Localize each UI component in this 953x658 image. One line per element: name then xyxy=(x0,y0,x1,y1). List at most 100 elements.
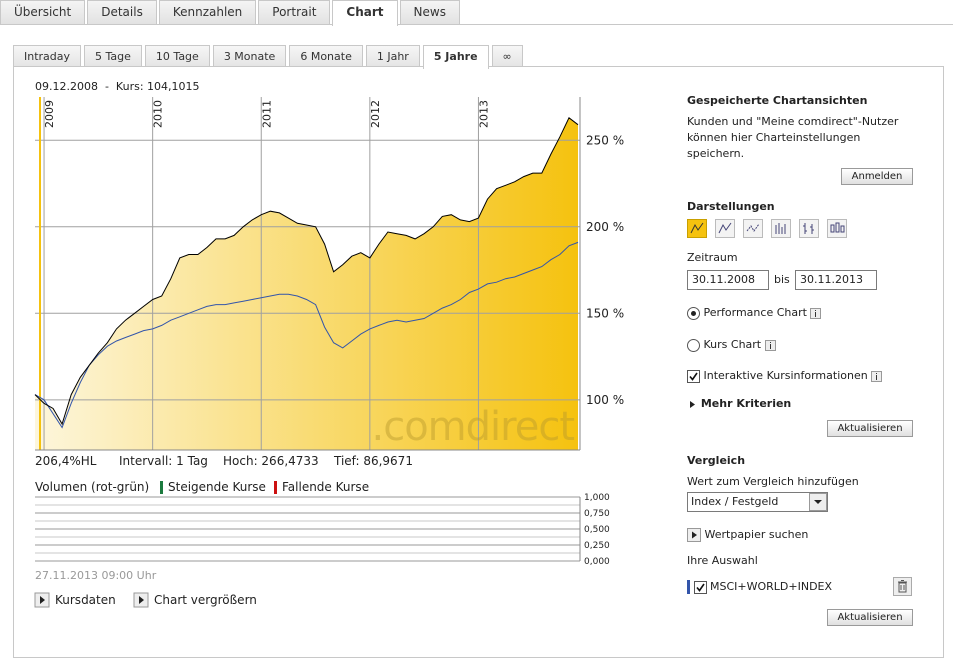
date-input[interactable]: 30.11.2013 xyxy=(795,270,877,290)
stat: Hoch: 266,4733 xyxy=(223,454,319,468)
radio[interactable] xyxy=(687,306,700,320)
checkbox-label: Interaktive Kursinformationen xyxy=(703,369,868,382)
stat: Tief: 86,9671 xyxy=(333,454,413,468)
stat: Intervall: 1 Tag xyxy=(119,454,208,468)
update-button[interactable]: Aktualisieren xyxy=(827,420,913,437)
delete-button[interactable] xyxy=(893,577,912,596)
arrow-icon xyxy=(40,596,45,604)
y-tick-label: 250 % xyxy=(586,133,624,147)
date-input[interactable]: 30.11.2008 xyxy=(687,270,769,290)
section-title: Vergleich xyxy=(687,454,746,467)
footnote: 27.11.2013 09:00 Uhr xyxy=(35,569,157,582)
section-title: Gespeicherte Chartansichten xyxy=(687,94,868,107)
info-icon[interactable] xyxy=(764,339,776,351)
x-tick-label: 2012 xyxy=(369,100,382,128)
button[interactable]: Chart vergrößern xyxy=(133,592,257,608)
tab[interactable]: 5 Tage xyxy=(84,45,142,67)
checkbox[interactable] xyxy=(687,369,700,383)
tab[interactable]: 10 Tage xyxy=(144,45,210,67)
info-icon[interactable] xyxy=(871,370,883,382)
icon-button[interactable] xyxy=(715,219,735,238)
selection-item[interactable]: MSCI+WORLD+INDEX xyxy=(687,580,832,594)
radio[interactable] xyxy=(687,338,700,352)
legend-swatch xyxy=(160,481,163,494)
field-label: bis xyxy=(774,273,790,286)
y-tick-label: 0,000 xyxy=(584,557,610,567)
icon-button[interactable] xyxy=(827,219,847,238)
range-tabs: Intraday 5 Tage 10 Tage 3 Monate 6 Monate 1 J… xyxy=(13,45,523,69)
tab[interactable]: ∞ xyxy=(491,45,523,67)
radio-label: Kurs Chart xyxy=(703,338,762,351)
series-line xyxy=(34,241,579,429)
legend-label: Steigende Kurse xyxy=(168,480,266,494)
update-button[interactable]: Aktualisieren xyxy=(827,609,913,626)
button-label: Kursdaten xyxy=(55,593,116,607)
icon-button[interactable] xyxy=(799,219,819,238)
tab[interactable]: News xyxy=(399,0,460,24)
icon-button[interactable] xyxy=(771,219,791,238)
series-color xyxy=(687,580,690,594)
select-arrow xyxy=(809,493,827,511)
chart: 09.12.2008 - Kurs: 104,1015 2009 2010 2011… xyxy=(34,80,624,608)
stat: 206,4%HL xyxy=(35,454,97,468)
y-tick-label: 100 % xyxy=(586,393,624,407)
select[interactable]: Index / Festgeld xyxy=(687,492,828,512)
expander-label: Mehr Kriterien xyxy=(700,397,792,410)
section-title: Darstellungen xyxy=(687,200,775,213)
tab[interactable]: Intraday xyxy=(13,45,82,67)
y-tick-label: 1,000 xyxy=(584,493,610,503)
area xyxy=(35,117,578,451)
tab[interactable]: 6 Monate xyxy=(289,45,363,67)
search-label: Wertpapier suchen xyxy=(704,528,809,541)
info-text: Kunden und "Meine comdirect"-Nutzer könn… xyxy=(687,115,899,160)
legend-label: Fallende Kurse xyxy=(282,480,369,494)
series-line xyxy=(34,117,579,426)
chart-header: 09.12.2008 - Kurs: 104,1015 xyxy=(35,80,200,93)
field-label: Wert zum Vergleich hinzufügen xyxy=(687,475,859,488)
field-label: Zeitraum xyxy=(687,251,738,264)
tab[interactable]: 3 Monate xyxy=(212,45,287,67)
arrow-icon xyxy=(690,400,695,408)
watermark: .comdirect xyxy=(372,404,575,450)
icon-button[interactable] xyxy=(743,219,763,238)
selection-label: MSCI+WORLD+INDEX xyxy=(710,580,833,593)
info-icon[interactable] xyxy=(810,307,822,319)
tab[interactable]: 1 Jahr xyxy=(365,45,420,67)
radio-option[interactable]: Performance Chart xyxy=(687,306,822,320)
chart-type-icons xyxy=(687,219,847,238)
tab[interactable]: Portrait xyxy=(258,0,331,24)
tab[interactable]: Details xyxy=(87,0,157,24)
tab[interactable]: Übersicht xyxy=(0,0,86,24)
select-value: Index / Festgeld xyxy=(691,495,779,508)
expander[interactable]: Mehr Kriterien xyxy=(689,397,791,410)
y-tick-label: 0,500 xyxy=(584,525,610,535)
legend-swatch xyxy=(274,481,277,494)
volume-title: Volumen (rot-grün) xyxy=(35,480,149,494)
checkbox-option[interactable]: Interaktive Kursinformationen xyxy=(687,369,883,383)
x-tick-label: 2009 xyxy=(43,100,56,128)
icon-button[interactable] xyxy=(687,219,707,238)
button[interactable]: Kursdaten xyxy=(34,592,116,608)
button-label: Chart vergrößern xyxy=(154,593,257,607)
tab[interactable]: Kennzahlen xyxy=(158,0,257,24)
main-tabs: Übersicht Details Kennzahlen Portrait Chart N… xyxy=(0,0,460,26)
radio-option[interactable]: Kurs Chart xyxy=(687,338,776,352)
x-tick-label: 2011 xyxy=(260,100,273,128)
y-tick-label: 200 % xyxy=(586,220,624,234)
checkbox[interactable] xyxy=(693,580,707,594)
x-tick-label: 2013 xyxy=(477,100,490,128)
radio-label: Performance Chart xyxy=(703,306,807,319)
arrow-icon xyxy=(139,596,144,604)
button-icon xyxy=(687,528,701,542)
y-tick-label: 0,250 xyxy=(584,541,610,551)
search-link[interactable]: Wertpapier suchen xyxy=(687,528,808,542)
tab-divider xyxy=(0,24,953,25)
y-tick-label: 150 % xyxy=(586,306,624,320)
field-label: Ihre Auswahl xyxy=(687,554,758,567)
x-tick-label: 2010 xyxy=(152,100,165,128)
tab[interactable]: 5 Jahre xyxy=(422,45,489,69)
login-button[interactable]: Anmelden xyxy=(841,168,913,185)
tab[interactable]: Chart xyxy=(332,0,398,26)
